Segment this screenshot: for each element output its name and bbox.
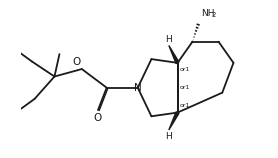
Polygon shape [169,112,179,130]
Text: O: O [94,113,102,123]
Text: NH: NH [201,9,215,18]
Polygon shape [169,46,179,64]
Text: or1: or1 [180,67,190,72]
Text: or1: or1 [180,85,190,90]
Text: 2: 2 [212,12,216,18]
Text: N: N [134,83,142,93]
Text: or1: or1 [180,103,190,108]
Text: H: H [165,132,172,141]
Text: H: H [165,35,172,44]
Text: O: O [72,57,80,67]
